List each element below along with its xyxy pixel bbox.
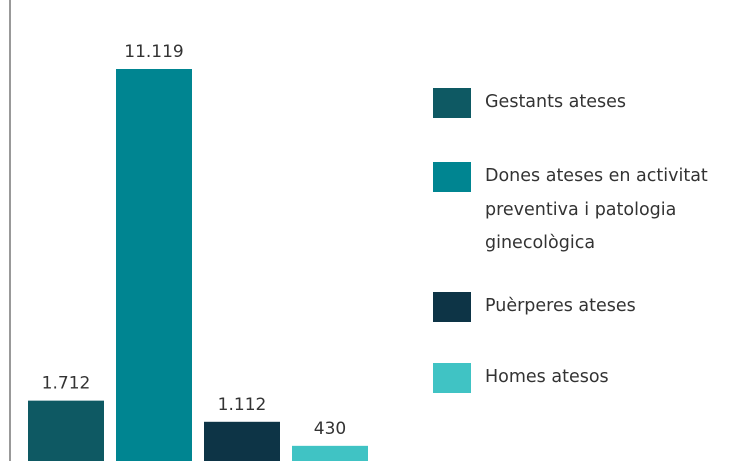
legend-swatch xyxy=(433,162,471,192)
legend-item: Puèrperes ateses xyxy=(433,292,731,324)
legend-label: Puèrperes ateses xyxy=(485,296,636,316)
value-label: 1.112 xyxy=(218,395,267,415)
legend-swatch xyxy=(433,88,471,118)
legend-item: Gestants ateses xyxy=(433,88,731,120)
legend-swatch xyxy=(433,292,471,322)
legend-label: Dones ateses en activitat preventiva i p… xyxy=(485,166,708,253)
legend-item: Homes atesos xyxy=(433,363,731,395)
value-label: 1.712 xyxy=(42,374,91,394)
value-label: 11.119 xyxy=(124,42,183,62)
legend-item: Dones ateses en activitat preventiva i p… xyxy=(433,162,731,261)
bar xyxy=(204,421,280,461)
bar xyxy=(292,445,368,461)
legend-swatch xyxy=(433,363,471,393)
legend-label: Homes atesos xyxy=(485,367,609,387)
legend-label: Gestants ateses xyxy=(485,92,627,112)
bar xyxy=(28,400,104,461)
bar xyxy=(116,69,192,461)
value-label: 430 xyxy=(314,419,346,439)
